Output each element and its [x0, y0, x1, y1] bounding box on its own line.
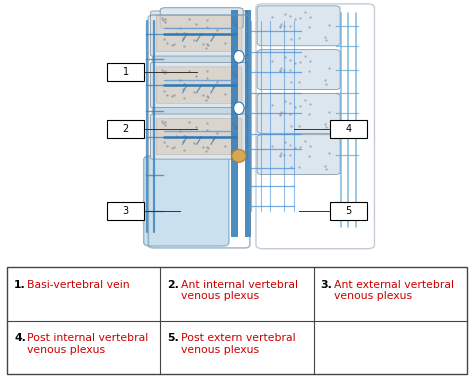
FancyBboxPatch shape: [151, 63, 247, 108]
Text: 3.: 3.: [321, 280, 333, 290]
FancyBboxPatch shape: [107, 63, 144, 81]
Text: 2: 2: [122, 124, 129, 134]
Text: Post internal vertebral
venous plexus: Post internal vertebral venous plexus: [27, 333, 149, 354]
Bar: [231, 10, 238, 237]
Text: 1.: 1.: [14, 280, 26, 290]
FancyBboxPatch shape: [156, 67, 242, 103]
FancyBboxPatch shape: [257, 6, 340, 46]
FancyBboxPatch shape: [152, 52, 246, 67]
Text: 5.: 5.: [167, 333, 179, 343]
FancyBboxPatch shape: [144, 156, 229, 246]
Text: 3: 3: [123, 206, 128, 216]
FancyBboxPatch shape: [107, 120, 144, 138]
Text: 1: 1: [123, 67, 128, 77]
Bar: [245, 10, 251, 237]
FancyBboxPatch shape: [160, 8, 243, 28]
Text: 5: 5: [345, 206, 352, 216]
FancyBboxPatch shape: [257, 94, 340, 133]
Ellipse shape: [234, 102, 244, 114]
Text: 4: 4: [346, 124, 351, 134]
Text: Ant external vertebral
venous plexus: Ant external vertebral venous plexus: [334, 280, 454, 301]
FancyBboxPatch shape: [257, 135, 340, 175]
Bar: [7, 268, 467, 374]
FancyBboxPatch shape: [257, 50, 340, 89]
Text: Ant internal vertebral
venous plexus: Ant internal vertebral venous plexus: [181, 280, 298, 301]
FancyBboxPatch shape: [151, 11, 247, 56]
FancyBboxPatch shape: [107, 202, 144, 220]
FancyBboxPatch shape: [330, 202, 367, 220]
Text: 4.: 4.: [14, 333, 26, 343]
FancyBboxPatch shape: [151, 114, 247, 159]
FancyBboxPatch shape: [156, 118, 242, 155]
FancyBboxPatch shape: [152, 103, 246, 118]
FancyBboxPatch shape: [330, 120, 367, 138]
Text: Post extern vertebral
venous plexus: Post extern vertebral venous plexus: [181, 333, 295, 354]
Ellipse shape: [232, 149, 246, 162]
Text: 2.: 2.: [167, 280, 179, 290]
FancyBboxPatch shape: [156, 15, 242, 52]
Text: Basi-vertebral vein: Basi-vertebral vein: [27, 280, 130, 290]
Ellipse shape: [234, 50, 244, 63]
